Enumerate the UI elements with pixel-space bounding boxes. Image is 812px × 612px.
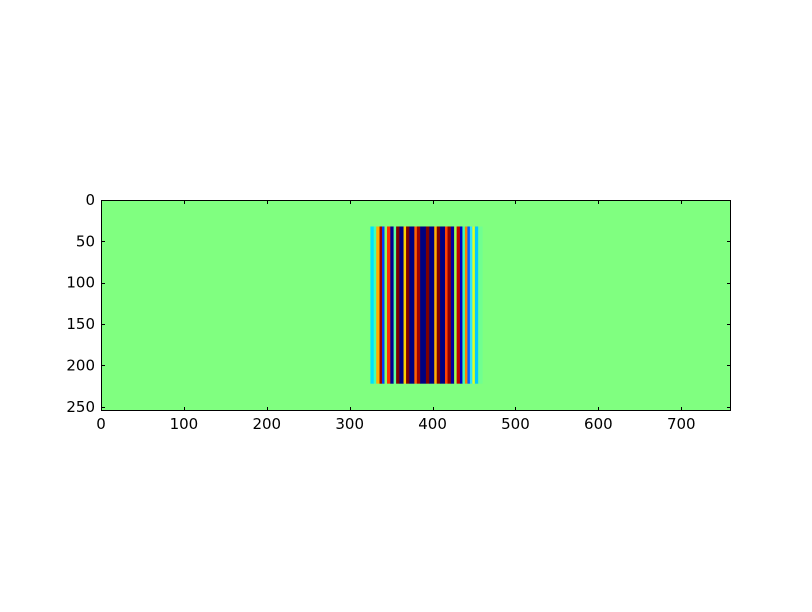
y-tick-label: 200 xyxy=(66,356,95,374)
heatmap-stripe xyxy=(445,226,448,384)
x-tick-label: 100 xyxy=(170,415,199,433)
heatmap-stripe xyxy=(440,226,446,384)
heatmap-stripe xyxy=(393,226,397,384)
y-tick-label: 0 xyxy=(85,191,95,209)
heatmap-stripe xyxy=(409,226,415,384)
tick-labels: 0 100 200 300 400 500 600 700 0 50 100 150 200 250 xyxy=(66,191,695,433)
y-tick-label: 250 xyxy=(66,398,95,416)
y-tick-label: 100 xyxy=(66,274,95,292)
heatmap-stripe xyxy=(464,226,468,384)
x-tick-label: 300 xyxy=(335,415,364,433)
heatmap-stripe xyxy=(469,226,473,384)
x-tick-label: 700 xyxy=(667,415,696,433)
x-tick-label: 400 xyxy=(418,415,447,433)
heatmap-stripe xyxy=(478,226,483,384)
x-tick-label: 200 xyxy=(252,415,281,433)
axis-ticks xyxy=(101,200,731,411)
heatmap-stripe xyxy=(373,226,377,384)
heatmap-stripe xyxy=(384,226,388,384)
heatmap-stripe xyxy=(456,226,461,384)
heatmap-stripe xyxy=(382,226,385,384)
heatmap-stripe xyxy=(416,226,421,384)
heatmap-stripe xyxy=(376,226,380,384)
y-tick-label: 50 xyxy=(76,232,95,250)
heatmap-stripe xyxy=(467,226,471,384)
heatmap-stripe xyxy=(472,226,476,384)
heatmap-stripe xyxy=(399,226,404,384)
heatmap-stripe xyxy=(450,226,455,384)
heatmap-stripe xyxy=(386,226,391,384)
heatmap-stripe xyxy=(454,226,457,384)
heatmap-stripe xyxy=(403,226,407,384)
x-tick-label: 600 xyxy=(584,415,613,433)
heatmap-stripe xyxy=(447,226,452,384)
plot-frame xyxy=(101,200,731,411)
heatmap-stripe xyxy=(474,226,479,384)
heatmap-image xyxy=(101,200,731,411)
heatmap-stripe xyxy=(429,226,435,384)
heatmap-stripe xyxy=(370,226,375,384)
heatmap-stripe xyxy=(462,226,466,384)
heatmap-stripe xyxy=(425,226,430,384)
y-tick-label: 150 xyxy=(66,315,95,333)
heatmap-stripe xyxy=(434,226,438,384)
heatmap-stripe xyxy=(436,226,441,384)
heatmap-stripe xyxy=(459,226,463,384)
heatmap-stripe xyxy=(420,226,427,384)
heatmap-stripe xyxy=(396,226,400,384)
heatmap-stripe xyxy=(390,226,394,384)
x-tick-label: 0 xyxy=(96,415,106,433)
x-tick-label: 500 xyxy=(501,415,530,433)
heatmap-stripe xyxy=(406,226,410,384)
heatmap-stripe xyxy=(379,226,383,384)
heatmap-stripe xyxy=(414,226,418,384)
